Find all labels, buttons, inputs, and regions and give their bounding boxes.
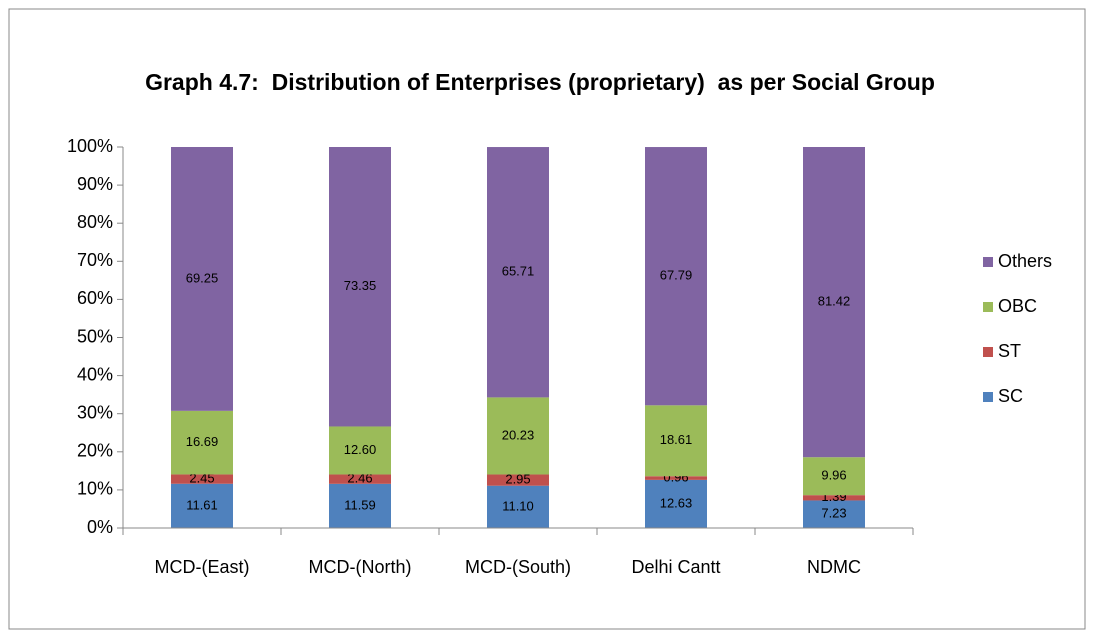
y-tick-label: 90% (77, 174, 113, 194)
bar-segment (803, 500, 865, 528)
bar-segment (645, 405, 707, 477)
legend-label: Others (998, 251, 1052, 271)
y-tick-label: 60% (77, 288, 113, 308)
x-tick-label: NDMC (807, 557, 861, 577)
bar-segment (329, 474, 391, 484)
data-label: 16.69 (186, 434, 219, 449)
bar-segment (803, 147, 865, 458)
data-label: 9.96 (821, 468, 846, 483)
data-label: 11.10 (502, 498, 534, 513)
chart-title: Graph 4.7: Distribution of Enterprises (… (145, 69, 935, 95)
bar-segment (171, 474, 233, 484)
bar-segment (487, 485, 549, 528)
chart-border (8, 8, 1086, 630)
legend-swatch (983, 392, 993, 402)
data-label: 73.35 (344, 278, 377, 293)
bar-segment (487, 147, 549, 398)
legend-swatch (983, 257, 993, 267)
x-tick-label: MCD-(East) (155, 557, 250, 577)
legend-swatch (983, 302, 993, 312)
bar-segment (171, 483, 233, 528)
data-label: 81.42 (818, 294, 851, 309)
bar-segment (329, 483, 391, 528)
bar-segment (645, 476, 707, 480)
x-tick-label: MCD-(South) (465, 557, 571, 577)
data-label: 2.95 (505, 472, 530, 487)
x-tick-label: Delhi Cantt (631, 557, 720, 577)
legend-label: SC (998, 386, 1023, 406)
bar-segment (329, 426, 391, 475)
y-tick-label: 70% (77, 250, 113, 270)
data-label: 11.59 (344, 497, 376, 512)
y-tick-label: 100% (67, 136, 113, 156)
y-tick-label: 30% (77, 402, 113, 422)
data-label: 20.23 (502, 427, 535, 442)
y-tick-label: 20% (77, 441, 113, 461)
bar-segment (803, 495, 865, 501)
bar-segment (171, 410, 233, 475)
data-label: 11.61 (186, 497, 218, 512)
data-label: 7.23 (821, 506, 846, 521)
y-tick-label: 0% (87, 517, 113, 537)
y-tick-label: 80% (77, 212, 113, 232)
bar-segment (645, 479, 707, 528)
y-tick-label: 10% (77, 479, 113, 499)
data-label: 12.63 (660, 495, 693, 510)
bar-segment (645, 147, 707, 406)
legend-label: ST (998, 341, 1021, 361)
data-label: 12.60 (344, 442, 377, 457)
bar-segment (329, 147, 391, 427)
data-label: 65.71 (502, 264, 535, 279)
bar-segment (803, 457, 865, 496)
data-label: 18.61 (660, 432, 693, 447)
data-label: 67.79 (660, 268, 693, 283)
y-tick-label: 50% (77, 326, 113, 346)
legend-swatch (983, 347, 993, 357)
x-tick-label: MCD-(North) (309, 557, 412, 577)
legend-label: OBC (998, 296, 1037, 316)
data-label: 69.25 (186, 270, 219, 285)
bar-segment (487, 474, 549, 486)
bar-segment (171, 147, 233, 411)
bar-segment (487, 397, 549, 475)
y-tick-label: 40% (77, 364, 113, 384)
